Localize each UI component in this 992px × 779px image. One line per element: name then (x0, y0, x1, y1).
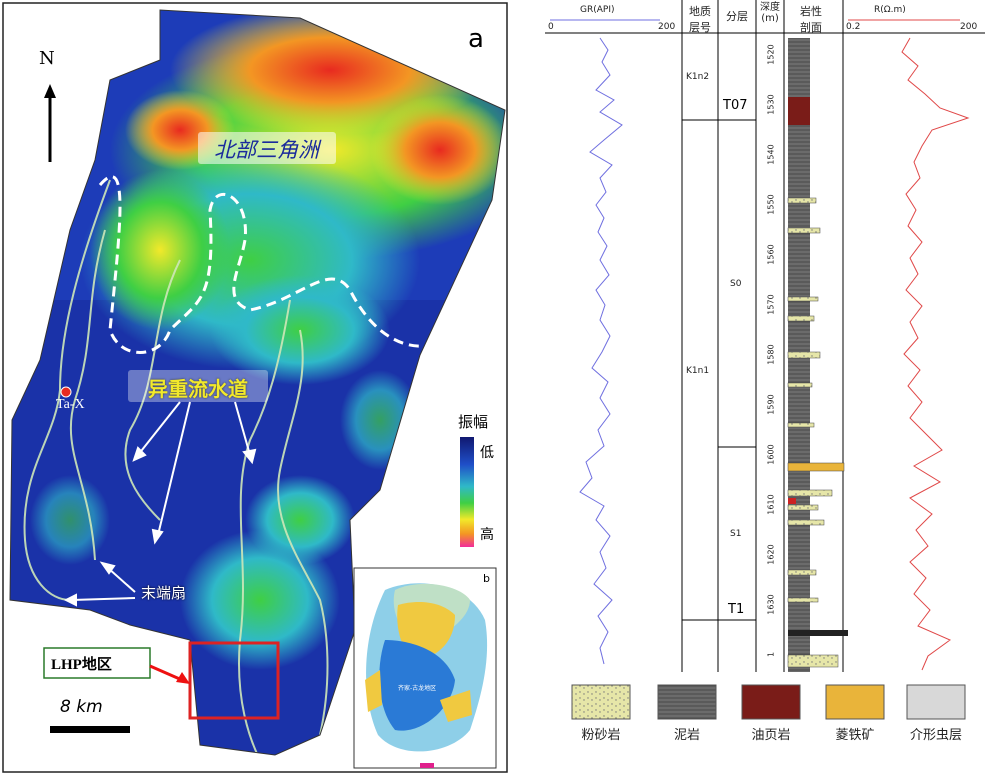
amplitude-colorbar (460, 437, 474, 547)
legend-label-siltstone: 粉砂岩 (581, 728, 621, 743)
lhp-area-label: LHP地区 (51, 657, 112, 673)
colorbar-high-label: 高 (480, 527, 494, 543)
depth-tick-label: 1 (766, 651, 776, 658)
depth-tick-label: 1540 (766, 144, 776, 165)
res-title: R(Ω.m) (874, 5, 906, 15)
panel-label-a: a (468, 24, 484, 54)
dark-bed (788, 630, 848, 636)
depth-tick-label: 1530 (766, 94, 776, 115)
legend-label-ostracod-bed: 介形虫层 (909, 728, 962, 743)
hyperpycnal-channel-label: 异重流水道 (148, 377, 248, 401)
well-ta-x-marker (60, 386, 72, 398)
gr-min: 0 (548, 22, 554, 32)
inset-panel-label-b: b (483, 572, 490, 585)
scale-bar (50, 726, 130, 733)
legend-swatches (571, 684, 966, 720)
depth-tick-label: 1570 (766, 294, 776, 315)
northern-delta-label: 北部三角洲 (214, 138, 319, 162)
depth-tick-label: 1520 (766, 44, 776, 65)
channel-arrows (63, 401, 257, 607)
zone-s0: S0 (730, 279, 742, 289)
siltstone-beds (787, 197, 839, 668)
map-frame (2, 2, 508, 773)
lithology-column-header: 岩性剖面 (800, 5, 822, 34)
lhp-area-box (188, 641, 280, 720)
gr-max: 200 (658, 22, 676, 32)
legend-label-siderite: 菱铁矿 (835, 728, 875, 743)
hyperpycnal-channels (23, 179, 329, 755)
res-min: 0.2 (846, 22, 861, 32)
legend-label-oil-shale: 油页岩 (751, 728, 791, 743)
colorbar-title: 振幅 (458, 413, 489, 431)
oil-shale-bed (788, 97, 810, 125)
legend-label-mudstone: 泥岩 (673, 728, 700, 743)
well-log-panel: GR(API) 0 200 R(Ω.m) 0.2 200 地质层号 分层 深度(… (530, 0, 992, 775)
res-max: 200 (960, 22, 978, 32)
siderite-bed (787, 462, 845, 472)
survey-outline (9, 9, 506, 756)
gr-title: GR(API) (580, 5, 615, 15)
depth-tick-label: 1610 (766, 494, 776, 515)
depth-tick-label: 1630 (766, 594, 776, 615)
terminal-fan-label: 末端扇 (141, 584, 187, 602)
depth-tick-label: 1620 (766, 544, 776, 565)
log-svg (545, 0, 985, 720)
layer-column-header: 地质层号 (689, 5, 711, 34)
depth-tick-label: 1560 (766, 244, 776, 265)
seismic-amplitude-map-panel: a N 北部三角洲 异重流水道 末端扇 Ta-X LHP地区 8 km 振幅 低… (2, 2, 508, 773)
depth-tick-label: 1580 (766, 344, 776, 365)
zone-s1: S1 (730, 529, 742, 539)
depth-tick-label: 1550 (766, 194, 776, 215)
depth-tick-label: 1600 (766, 444, 776, 465)
gr-curve (579, 37, 623, 665)
zone-column-header: 分层 (726, 10, 748, 23)
depth-column-header: 深度(m) (760, 2, 780, 24)
marker-t1: T1 (728, 602, 745, 617)
map-svg (2, 2, 508, 773)
res-curve (901, 37, 970, 671)
scale-label: 8 km (60, 697, 103, 717)
marker-t07: T07 (723, 98, 748, 113)
north-label: N (39, 48, 55, 69)
red-marker (788, 498, 796, 504)
well-label: Ta-X (56, 397, 85, 412)
colorbar-low-label: 低 (480, 445, 494, 461)
unit-k1n2: K1n2 (686, 72, 710, 82)
depth-tick-label: 1590 (766, 394, 776, 415)
inset-basin-label: 齐家-古龙地区 (398, 685, 437, 692)
unit-k1n1: K1n1 (686, 366, 710, 376)
inset-map-b (353, 567, 497, 769)
